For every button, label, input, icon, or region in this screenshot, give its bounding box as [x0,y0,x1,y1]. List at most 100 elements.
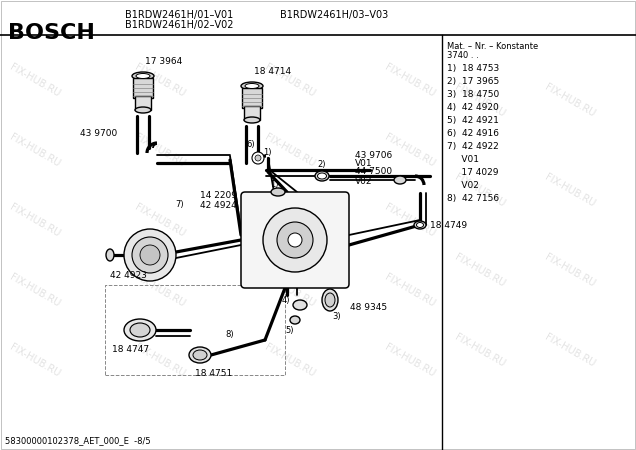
Text: 8)  42 7156: 8) 42 7156 [447,194,499,203]
Text: BOSCH: BOSCH [8,23,95,43]
Circle shape [124,229,176,281]
Text: 4)  42 4920: 4) 42 4920 [447,103,499,112]
Text: 3740 . .: 3740 . . [447,51,479,60]
Text: FIX-HUB.RU: FIX-HUB.RU [8,62,62,99]
Text: 5)  42 4921: 5) 42 4921 [447,116,499,125]
Ellipse shape [271,188,285,196]
Text: FIX-HUB.RU: FIX-HUB.RU [453,171,507,208]
Text: FIX-HUB.RU: FIX-HUB.RU [383,62,437,99]
Text: 17 4029: 17 4029 [447,168,499,177]
Text: 48 9345: 48 9345 [350,302,387,311]
Text: 8): 8) [225,330,233,339]
Text: FIX-HUB.RU: FIX-HUB.RU [383,342,437,378]
Text: FIX-HUB.RU: FIX-HUB.RU [8,342,62,378]
Text: FIX-HUB.RU: FIX-HUB.RU [8,131,62,168]
Circle shape [263,208,327,272]
Text: FIX-HUB.RU: FIX-HUB.RU [263,202,317,238]
Circle shape [252,152,264,164]
Text: 2): 2) [317,159,326,168]
Text: 3): 3) [332,311,341,320]
Text: FIX-HUB.RU: FIX-HUB.RU [543,252,597,288]
Ellipse shape [315,171,329,181]
Text: 2)  17 3965: 2) 17 3965 [447,77,499,86]
Text: 1): 1) [270,180,279,189]
Text: V02: V02 [447,181,479,190]
Ellipse shape [290,316,300,324]
Text: FIX-HUB.RU: FIX-HUB.RU [263,131,317,168]
Text: 1)  18 4753: 1) 18 4753 [447,64,499,73]
Text: Mat. – Nr. – Konstante: Mat. – Nr. – Konstante [447,42,538,51]
Text: FIX-HUB.RU: FIX-HUB.RU [453,332,507,369]
Text: 7)  42 4922: 7) 42 4922 [447,142,499,151]
Text: FIX-HUB.RU: FIX-HUB.RU [383,272,437,308]
Text: V01: V01 [447,155,479,164]
Text: 44 7500: 44 7500 [355,167,392,176]
Text: FIX-HUB.RU: FIX-HUB.RU [543,332,597,369]
Circle shape [277,222,313,258]
Circle shape [288,233,302,247]
Text: 1): 1) [263,148,272,157]
Text: 58300000102378_AET_000_E  -8/5: 58300000102378_AET_000_E -8/5 [5,436,151,445]
Ellipse shape [414,221,426,229]
Ellipse shape [317,173,326,179]
Ellipse shape [241,82,263,90]
Text: 43 9700: 43 9700 [80,129,117,138]
Text: FIX-HUB.RU: FIX-HUB.RU [133,202,187,238]
Text: FIX-HUB.RU: FIX-HUB.RU [8,202,62,238]
Text: 3)  18 4750: 3) 18 4750 [447,90,499,99]
Ellipse shape [417,222,424,228]
Circle shape [255,155,261,161]
Text: B1RDW2461H/02–V02: B1RDW2461H/02–V02 [125,20,233,30]
Bar [133,78,153,98]
Text: FIX-HUB.RU: FIX-HUB.RU [453,252,507,288]
Ellipse shape [132,72,154,80]
Text: FIX-HUB.RU: FIX-HUB.RU [133,62,187,99]
Text: 4): 4) [282,297,291,306]
Text: 6)  42 4916: 6) 42 4916 [447,129,499,138]
Text: 18 4747: 18 4747 [112,346,149,355]
Text: FIX-HUB.RU: FIX-HUB.RU [263,62,317,99]
FancyBboxPatch shape [241,192,349,288]
Text: FIX-HUB.RU: FIX-HUB.RU [263,342,317,378]
Text: FIX-HUB.RU: FIX-HUB.RU [133,272,187,308]
Text: FIX-HUB.RU: FIX-HUB.RU [543,81,597,118]
Text: FIX-HUB.RU: FIX-HUB.RU [383,131,437,168]
Text: 17 3964: 17 3964 [145,58,183,67]
Ellipse shape [136,73,150,78]
Bar [135,96,151,110]
Text: FIX-HUB.RU: FIX-HUB.RU [8,272,62,308]
Text: 18 4714: 18 4714 [254,68,291,76]
Bar [244,106,260,120]
Text: FIX-HUB.RU: FIX-HUB.RU [383,202,437,238]
Text: 42 4924: 42 4924 [200,201,237,210]
Text: 14 2209: 14 2209 [200,190,237,199]
Ellipse shape [106,249,114,261]
Ellipse shape [322,289,338,311]
Text: FIX-HUB.RU: FIX-HUB.RU [543,171,597,208]
Text: V01: V01 [355,159,373,168]
Text: 6): 6) [246,140,254,149]
Text: FIX-HUB.RU: FIX-HUB.RU [133,131,187,168]
Text: 18 4749: 18 4749 [430,220,467,230]
Circle shape [132,237,168,273]
Text: 18 4751: 18 4751 [195,369,232,378]
Ellipse shape [394,176,406,184]
Ellipse shape [124,319,156,341]
Bar [242,88,262,108]
Text: B1RDW2461H/03–V03: B1RDW2461H/03–V03 [280,10,388,20]
Ellipse shape [245,84,259,89]
Ellipse shape [293,300,307,310]
Ellipse shape [135,107,151,113]
Text: FIX-HUB.RU: FIX-HUB.RU [453,81,507,118]
Text: V02: V02 [355,176,373,185]
Ellipse shape [130,323,150,337]
Text: FIX-HUB.RU: FIX-HUB.RU [263,272,317,308]
Ellipse shape [189,347,211,363]
Text: 5): 5) [285,325,293,334]
Ellipse shape [325,293,335,307]
Text: 43 9706: 43 9706 [355,150,392,159]
Text: 7): 7) [175,201,184,210]
Text: B1RDW2461H/01–V01: B1RDW2461H/01–V01 [125,10,233,20]
Circle shape [140,245,160,265]
Text: 42 4923: 42 4923 [110,270,147,279]
